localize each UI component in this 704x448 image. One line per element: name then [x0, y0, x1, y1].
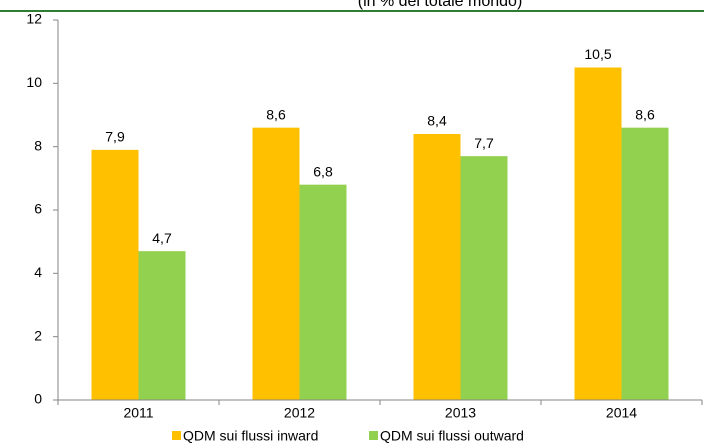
data-label: 7,9	[105, 129, 125, 145]
y-tick-label: 0	[34, 391, 42, 407]
data-label: 8,6	[266, 106, 286, 122]
bar	[621, 127, 669, 401]
y-tick-label: 10	[26, 74, 42, 90]
bar	[574, 67, 622, 400]
bar	[413, 134, 461, 400]
data-label: 4,7	[152, 230, 172, 246]
data-label: 7,7	[474, 135, 494, 151]
x-tick-label: 2011	[123, 405, 153, 421]
y-tick-label: 8	[34, 137, 42, 153]
x-tick-label: 2013	[445, 405, 476, 421]
bar	[252, 127, 300, 401]
bar	[460, 156, 508, 400]
data-label: 8,6	[635, 106, 655, 122]
bar	[91, 149, 139, 400]
legend-swatch	[172, 431, 181, 440]
y-tick-label: 12	[26, 11, 42, 27]
legend-label: QDM sui flussi inward	[183, 428, 318, 444]
bar	[138, 251, 186, 400]
x-tick-label: 2014	[606, 405, 637, 421]
y-tick-label: 4	[34, 264, 42, 280]
bar	[299, 184, 347, 400]
legend-label: QDM sui flussi outward	[380, 428, 524, 444]
data-label: 10,5	[584, 46, 611, 62]
data-label: 6,8	[313, 163, 333, 179]
legend-swatch	[369, 431, 378, 440]
y-tick-label: 6	[34, 201, 42, 217]
y-tick-label: 2	[34, 327, 42, 343]
x-tick-label: 2012	[284, 405, 315, 421]
chart-title: (in % del totale mondo)	[358, 0, 523, 10]
data-label: 8,4	[427, 113, 447, 129]
